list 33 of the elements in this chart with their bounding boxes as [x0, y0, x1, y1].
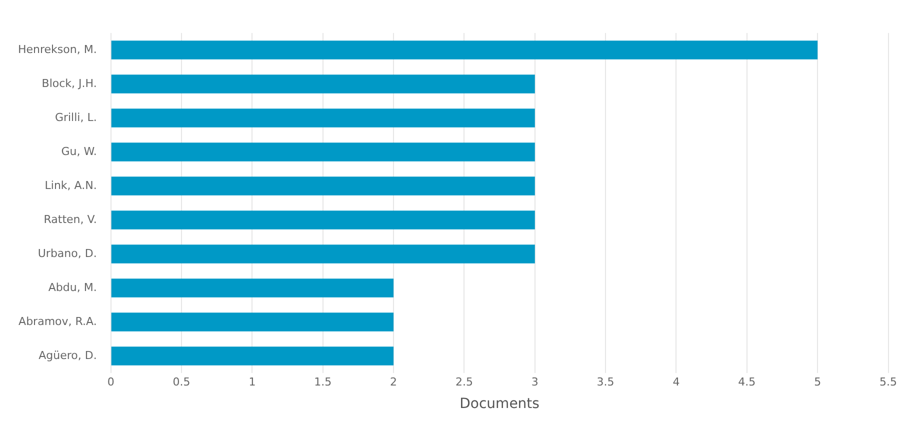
x-tick-label: 3: [531, 375, 538, 388]
y-tick-label: Agüero, D.: [38, 348, 97, 362]
x-tick-label: 3.5: [596, 375, 614, 388]
bar: [111, 40, 818, 60]
x-tick-label: 5: [814, 375, 822, 388]
y-tick-label: Henrekson, M.: [18, 42, 97, 56]
bar: [111, 312, 394, 332]
y-tick-label: Link, A.N.: [44, 178, 97, 192]
x-tick-label: 2: [390, 375, 398, 388]
y-tick-label: Ratten, V.: [44, 212, 97, 226]
bar: [111, 74, 535, 94]
bar: [111, 176, 535, 196]
x-axis-title: Documents: [460, 396, 540, 412]
x-tick-label: 4: [672, 375, 680, 388]
y-tick-label: Gu, W.: [61, 144, 97, 158]
bar: [111, 142, 535, 162]
bar: [111, 108, 535, 128]
x-tick-label: 0.5: [172, 375, 190, 388]
bar: [111, 244, 535, 264]
x-tick-label: 1.5: [314, 375, 332, 388]
bar: [111, 278, 394, 298]
x-tick-label: 0: [107, 375, 114, 388]
y-tick-label: Urbano, D.: [38, 246, 97, 260]
x-tick-label: 1: [248, 375, 256, 388]
y-tick-label: Abdu, M.: [48, 280, 97, 294]
bar: [111, 346, 394, 366]
y-tick-label: Block, J.H.: [42, 76, 97, 90]
bar: [111, 210, 535, 230]
x-tick-label: 4.5: [738, 375, 756, 388]
x-tick-label: 5.5: [880, 375, 898, 388]
y-tick-label: Grilli, L.: [54, 110, 97, 124]
y-tick-label: Abramov, R.A.: [18, 314, 97, 328]
x-tick-label: 2.5: [455, 375, 473, 388]
